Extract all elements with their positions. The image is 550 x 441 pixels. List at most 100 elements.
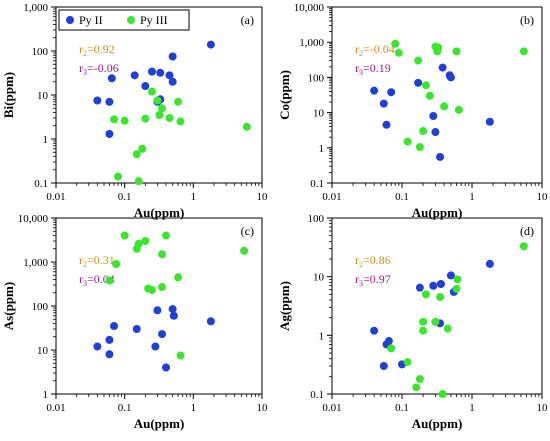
data-point-py-ii [105, 350, 114, 359]
data-point-py-ii [384, 337, 393, 346]
data-point-py-ii [132, 325, 141, 334]
data-point-py-iii [415, 143, 424, 152]
y-tick-label: 10,000 [18, 213, 49, 225]
y-tick-label: 100 [308, 213, 325, 225]
x-tick-label: 0.1 [395, 191, 409, 203]
y-tick-label: 0.1 [34, 178, 48, 190]
data-point-py-ii [93, 342, 102, 351]
data-point-py-iii [120, 231, 129, 240]
x-tick-label: 0.1 [395, 402, 409, 414]
data-point-py-ii [168, 77, 177, 86]
data-point-py-ii [370, 86, 379, 95]
data-point-py-ii [446, 73, 455, 82]
data-point-py-ii [105, 97, 114, 106]
data-point-py-iii [134, 177, 143, 186]
y-axis-title: As(ppm) [1, 282, 16, 330]
data-point-py-ii [438, 63, 447, 72]
data-point-py-iii [436, 293, 445, 302]
legend-box [58, 9, 190, 31]
y-tick-label: 0.1 [310, 389, 324, 401]
correlation-label: r2=-0.04 [355, 42, 395, 58]
data-point-py-iii [414, 56, 423, 65]
data-point-py-ii [414, 78, 423, 87]
data-point-py-ii [206, 40, 215, 49]
data-point-py-ii [105, 129, 114, 138]
data-point-py-ii [379, 99, 388, 108]
data-point-py-iii [147, 286, 156, 295]
data-point-py-iii [114, 172, 123, 181]
y-tick-label: 100 [32, 46, 49, 58]
data-point-py-ii [151, 342, 160, 351]
data-point-py-iii [134, 239, 143, 248]
x-tick-label: 0.01 [46, 402, 65, 414]
data-point-py-ii [130, 71, 139, 80]
data-point-py-iii [162, 231, 171, 240]
data-point-py-ii [107, 74, 116, 83]
data-point-py-iii [132, 150, 141, 159]
data-point-py-ii [387, 88, 396, 97]
panel-label: (a) [241, 13, 254, 27]
data-point-py-ii [141, 82, 150, 91]
y-tick-label: 1 [319, 330, 325, 342]
x-tick-label: 10 [257, 402, 269, 414]
data-point-py-iii [391, 39, 400, 48]
y-tick-label: 100 [32, 301, 49, 313]
legend-marker [127, 16, 135, 24]
x-axis-title: Au(ppm) [412, 205, 463, 220]
data-point-py-iii [421, 290, 430, 299]
plot-frame [55, 6, 263, 184]
data-point-py-ii [153, 306, 162, 315]
data-point-py-ii [370, 326, 379, 335]
data-point-py-ii [162, 363, 171, 372]
data-point-py-iii [176, 351, 185, 360]
data-point-py-ii [156, 68, 165, 77]
x-tick-label: 1 [469, 402, 475, 414]
data-point-py-ii [165, 71, 174, 80]
data-point-py-iii [452, 284, 461, 293]
data-point-py-iii [174, 273, 183, 282]
data-point-py-iii [120, 116, 129, 125]
data-point-py-iii [403, 137, 412, 146]
data-point-py-ii [158, 330, 167, 339]
y-tick-label: 10,000 [294, 2, 325, 14]
data-point-py-iii [412, 383, 421, 392]
data-point-py-iii [240, 246, 249, 255]
y-tick-label: 1,000 [23, 2, 48, 14]
x-axis-title: Au(ppm) [134, 205, 185, 220]
data-point-py-iii [425, 91, 434, 100]
data-point-py-iii [158, 250, 167, 259]
panel-label: (d) [520, 224, 534, 238]
data-point-py-iii [443, 324, 452, 333]
x-axis-title: Au(ppm) [134, 416, 185, 431]
data-point-py-iii [519, 47, 528, 56]
data-point-py-iii [158, 104, 167, 113]
data-point-py-ii [485, 259, 494, 268]
correlation-label: r2=0.86 [355, 253, 391, 269]
x-tick-label: 1 [191, 402, 197, 414]
data-point-py-iii [105, 276, 114, 285]
y-axis-title: Co(ppm) [277, 70, 292, 120]
data-point-py-iii [453, 275, 462, 284]
data-point-py-iii [176, 117, 185, 126]
y-axis-title: Ag(ppm) [277, 281, 292, 331]
data-point-py-iii [415, 375, 424, 384]
data-point-py-ii [429, 112, 438, 121]
x-tick-label: 0.1 [118, 191, 132, 203]
data-point-py-iii [141, 237, 150, 246]
y-tick-label: 1,000 [299, 37, 324, 49]
x-tick-label: 0.01 [322, 191, 341, 203]
data-point-py-iii [519, 242, 528, 251]
data-point-py-ii [436, 279, 445, 288]
x-tick-label: 10 [537, 402, 549, 414]
data-point-py-iii [155, 111, 164, 120]
data-point-py-iii [387, 344, 396, 353]
data-point-py-iii [165, 114, 174, 123]
data-point-py-iii [403, 358, 412, 367]
data-point-py-iii [242, 122, 251, 131]
data-point-py-ii [429, 281, 438, 290]
x-tick-label: 1 [191, 191, 197, 203]
legend-label: Py III [140, 13, 168, 27]
x-tick-label: 1 [469, 191, 475, 203]
